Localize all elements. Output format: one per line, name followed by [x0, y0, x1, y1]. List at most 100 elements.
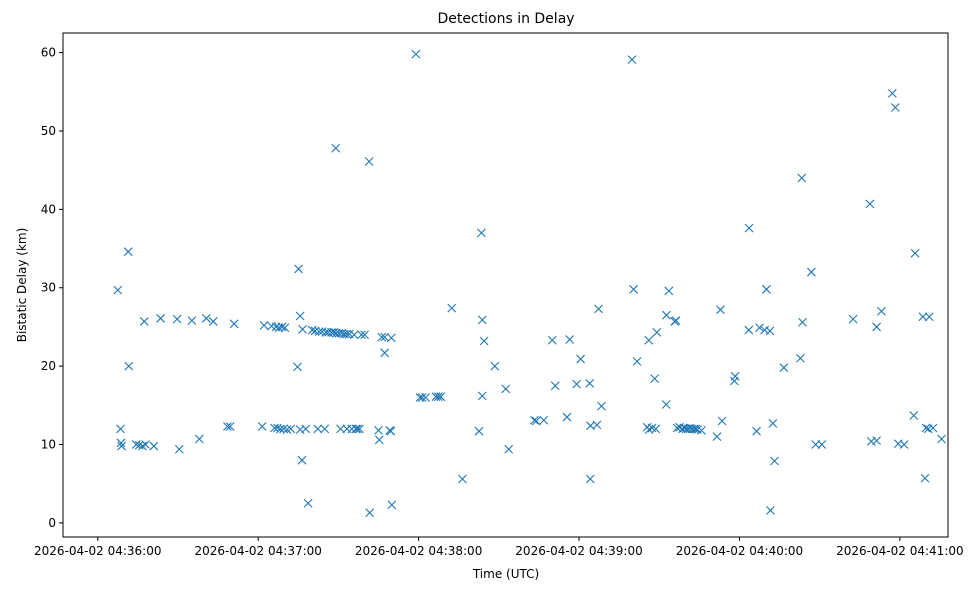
detection-marker — [342, 329, 352, 339]
detection-marker — [921, 423, 931, 433]
detection-marker — [779, 363, 789, 373]
x-tick-label: 2026-04-02 04:39:00 — [515, 544, 642, 558]
detection-marker — [928, 423, 938, 433]
detection-marker — [766, 505, 775, 515]
detection-marker — [479, 336, 489, 346]
detection-marker — [282, 425, 292, 435]
detection-marker — [374, 426, 383, 435]
detection-marker — [918, 312, 928, 322]
detection-marker — [229, 319, 239, 329]
detection-marker — [320, 424, 330, 434]
y-tick-label: 0 — [48, 516, 56, 530]
detection-marker — [765, 326, 775, 336]
detection-marker — [331, 143, 341, 153]
detection-marker — [386, 333, 396, 343]
detection-marker — [576, 354, 586, 364]
detection-marker — [937, 434, 946, 444]
detection-marker — [585, 378, 595, 388]
detection-marker — [770, 456, 779, 466]
y-tick-label: 60 — [41, 46, 56, 60]
detection-marker — [924, 312, 934, 322]
detection-marker — [817, 440, 827, 449]
detection-marker — [365, 508, 375, 518]
detection-marker — [651, 424, 661, 434]
detection-marker — [689, 424, 699, 434]
detection-marker — [597, 401, 606, 411]
detection-marker — [877, 306, 886, 316]
data-markers — [113, 49, 946, 518]
detection-marker — [910, 248, 920, 258]
detection-marker — [386, 426, 396, 436]
plot-frame — [62, 32, 949, 538]
detection-marker — [434, 392, 443, 402]
x-tick-label: 2026-04-02 04:38:00 — [355, 544, 482, 558]
detection-marker — [117, 441, 126, 451]
detection-marker — [277, 322, 287, 332]
detection-marker — [887, 88, 897, 98]
detection-marker — [336, 424, 345, 434]
detection-marker — [848, 314, 858, 324]
detection-marker — [890, 103, 900, 112]
detection-marker — [298, 324, 307, 334]
detection-marker — [717, 416, 727, 426]
detection-marker — [909, 411, 919, 420]
detection-marker — [474, 426, 484, 436]
detection-marker — [501, 384, 511, 394]
detection-marker — [872, 436, 882, 445]
y-tick-label: 50 — [41, 124, 56, 138]
detection-marker — [352, 424, 362, 434]
detection-marker — [798, 317, 807, 327]
detection-marker — [313, 424, 323, 434]
detection-marker — [225, 422, 235, 431]
x-tick-label: 2026-04-02 04:40:00 — [676, 544, 803, 558]
detection-marker — [744, 223, 754, 233]
detection-marker — [562, 412, 572, 422]
detection-marker — [303, 498, 313, 508]
detection-marker — [762, 284, 771, 294]
detection-marker — [156, 313, 165, 323]
detection-marker — [194, 434, 204, 444]
detection-marker — [113, 285, 123, 295]
detection-marker — [417, 393, 427, 402]
detection-marker — [201, 313, 211, 323]
detection-marker — [286, 424, 296, 434]
detection-marker — [124, 361, 134, 371]
detection-marker — [650, 374, 660, 384]
detection-marker — [490, 361, 500, 371]
detection-marker — [744, 325, 754, 335]
detection-marker — [116, 424, 125, 434]
detection-marker — [301, 424, 311, 434]
detection-marker — [257, 422, 267, 431]
detection-marker — [565, 335, 575, 344]
detection-marker — [920, 473, 930, 483]
detection-marker — [865, 199, 875, 209]
detection-marker — [632, 357, 642, 366]
detection-marker — [174, 444, 184, 454]
detection-marker — [755, 323, 764, 333]
detection-marker — [436, 392, 446, 402]
detection-marker — [691, 424, 701, 434]
detection-marker — [477, 315, 487, 325]
detection-marker — [811, 440, 821, 449]
detection-marker — [293, 362, 302, 372]
x-tick-label: 2026-04-02 04:36:00 — [34, 544, 161, 558]
detection-marker — [629, 284, 638, 294]
detection-marker — [411, 49, 421, 59]
detection-marker — [351, 424, 361, 434]
detection-marker — [387, 500, 397, 510]
detection-marker — [356, 330, 366, 340]
detection-marker — [797, 173, 807, 183]
detection-marker — [716, 305, 725, 315]
detection-marker — [259, 320, 269, 330]
detection-marker — [529, 415, 539, 425]
detection-marker — [421, 393, 430, 402]
detection-marker — [652, 328, 662, 337]
detection-marker — [730, 371, 740, 381]
chart-title: Detections in Delay — [437, 11, 574, 27]
detection-marker — [187, 316, 197, 326]
y-tick-label: 40 — [41, 202, 56, 216]
x-axis-title: Time (UTC) — [472, 567, 539, 581]
detection-marker — [279, 424, 288, 434]
